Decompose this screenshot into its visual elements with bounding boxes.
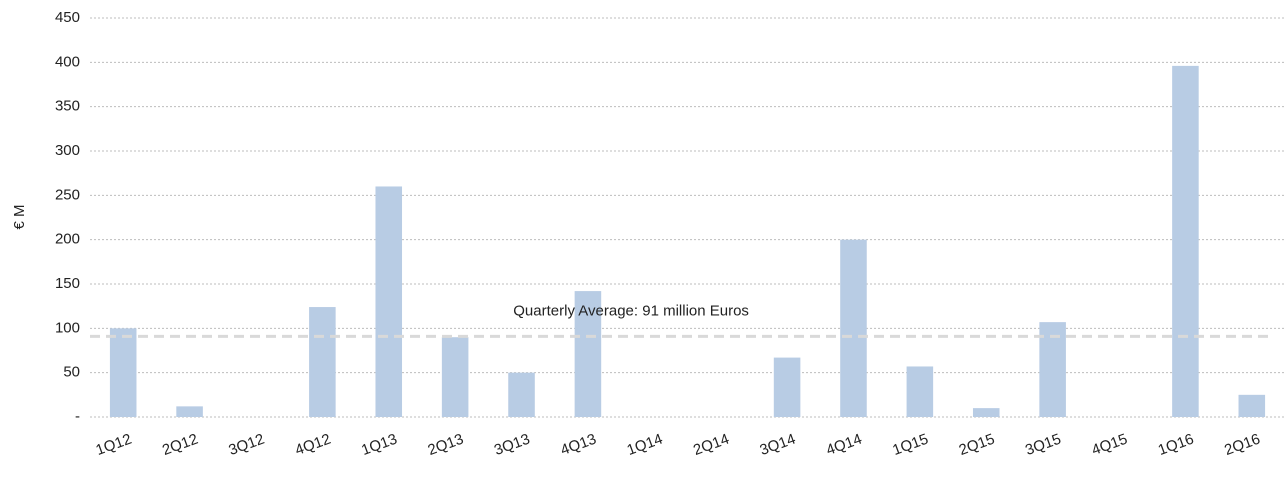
x-tick-label: 2Q12	[160, 431, 200, 460]
bar	[906, 366, 934, 417]
y-tick-label: 250	[55, 186, 80, 203]
y-tick-label: 450	[55, 9, 80, 26]
x-tick-label: 3Q14	[758, 431, 798, 460]
y-tick-label: 50	[63, 364, 80, 381]
y-tick-label: -	[75, 408, 80, 425]
y-tick-label: 100	[55, 319, 80, 336]
x-tick-label: 2Q15	[957, 431, 997, 460]
x-tick-label: 4Q14	[824, 431, 864, 460]
y-tick-label: 200	[55, 231, 80, 248]
bar	[309, 307, 336, 417]
x-tick-label: 3Q13	[492, 431, 532, 460]
x-tick-label: 4Q13	[558, 431, 598, 460]
y-tick-label: 300	[55, 142, 80, 159]
bar	[176, 406, 203, 417]
bar	[441, 337, 469, 417]
y-axis-label: € M	[11, 204, 28, 229]
x-tick-label: 4Q12	[293, 431, 333, 460]
x-tick-label: 3Q15	[1023, 431, 1063, 460]
bar	[972, 408, 1000, 417]
bar	[840, 239, 867, 417]
average-label: Quarterly Average: 91 million Euros	[513, 302, 749, 319]
x-tick-label: 2Q16	[1222, 431, 1262, 460]
bar	[1039, 322, 1066, 417]
bar	[574, 291, 602, 417]
bar	[1172, 65, 1199, 417]
x-tick-label: 2Q13	[426, 431, 466, 460]
bar	[375, 186, 403, 417]
x-tick-label: 2Q14	[691, 431, 731, 460]
bar	[508, 372, 535, 417]
x-tick-label: 3Q12	[226, 431, 266, 460]
x-tick-label: 4Q15	[1089, 431, 1129, 460]
x-tick-label: 1Q14	[625, 431, 665, 460]
x-tick-label: 1Q13	[359, 431, 399, 460]
y-tick-label: 400	[55, 53, 80, 70]
x-tick-label: 1Q16	[1156, 431, 1196, 460]
x-tick-label: 1Q15	[890, 431, 930, 460]
bar	[1238, 394, 1266, 417]
bar	[109, 328, 137, 417]
y-tick-label: 150	[55, 275, 80, 292]
bar	[773, 357, 801, 417]
x-tick-label: 1Q12	[94, 431, 134, 460]
y-tick-label: 350	[55, 98, 80, 115]
